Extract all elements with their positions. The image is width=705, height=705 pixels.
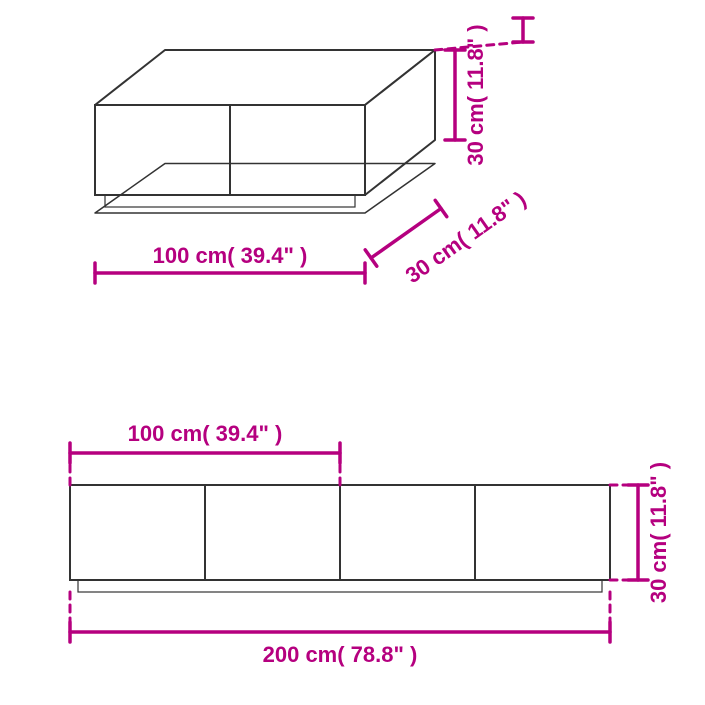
dimension-line bbox=[70, 622, 610, 642]
dimension-line bbox=[445, 50, 465, 140]
label-lower-height: 30 cm( 11.8" ) bbox=[646, 462, 671, 603]
label-lower-half-width: 100 cm( 39.4" ) bbox=[128, 421, 283, 446]
label-upper-height: 30 cm( 11.8" ) bbox=[463, 24, 488, 165]
dimension-line bbox=[628, 485, 648, 580]
dimension-line bbox=[513, 18, 533, 42]
label-lower-full-width: 200 cm( 78.8" ) bbox=[263, 642, 418, 667]
dimension-line bbox=[70, 443, 340, 463]
lower-cabinet bbox=[70, 485, 610, 592]
label-upper-depth: 30 cm( 11.8" ) bbox=[401, 186, 531, 288]
label-upper-width: 100 cm( 39.4" ) bbox=[153, 243, 308, 268]
dimension-diagram: 100 cm( 39.4" ) 30 cm( 11.8" ) 30 cm( 11.8… bbox=[0, 0, 705, 705]
upper-cabinet bbox=[95, 42, 523, 213]
